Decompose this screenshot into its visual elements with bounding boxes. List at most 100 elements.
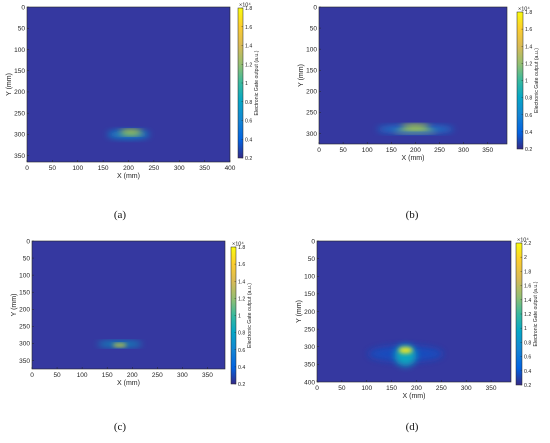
y-tick-label: 200 — [304, 309, 315, 316]
x-tick-label: 100 — [72, 165, 83, 172]
y-axis-label: Y (mm) — [6, 73, 13, 96]
colorbar-tick-label: 2.2 — [524, 241, 531, 247]
x-tick-label: 300 — [177, 372, 188, 379]
colorbar-tick-label: 1.8 — [525, 10, 532, 16]
x-axis-label: X (mm) — [403, 393, 426, 400]
x-tick-label: 200 — [123, 165, 134, 172]
colorbar-tick-label: 1.6 — [245, 25, 252, 31]
hotspot-3 — [400, 125, 430, 130]
x-tick-label: 350 — [482, 147, 493, 154]
colorbar-tick-label: 0.4 — [238, 365, 245, 371]
x-tick-label: 50 — [339, 147, 347, 154]
y-axis-label: Y (mm) — [11, 294, 18, 317]
colorbar-tick-label: 1.2 — [525, 61, 532, 67]
colorbar: 0.2 0.4 0.6 0.8 1 1.2 1.4 1.6 1.8×10⁴ Electronic … — [237, 2, 260, 162]
x-axis-label: X (mm) — [402, 155, 425, 162]
plot-background — [27, 7, 230, 162]
y-tick-label: 300 — [14, 132, 25, 139]
hotspot-layer — [97, 341, 143, 347]
x-tick-label: 150 — [386, 147, 397, 154]
colorbar-tick-label: 1.6 — [238, 262, 245, 268]
colorbar-exponent: ×10⁴ — [517, 237, 529, 244]
y-tick-label: 250 — [14, 110, 25, 117]
x-tick-label: 150 — [102, 372, 113, 379]
x-tick-label: 250 — [434, 147, 445, 154]
x-tick-label: 400 — [225, 165, 236, 172]
colorbar-tick-label: 0.6 — [524, 355, 531, 361]
colorbar-tick-label: 1.4 — [524, 298, 531, 304]
colorbar: 0.2 0.4 0.6 0.8 1 1.2 1.4 1.6 1.8×10⁴ Electronic … — [516, 6, 540, 153]
colorbar-exponent: ×10⁴ — [518, 6, 530, 13]
y-tick-label: 250 — [306, 110, 317, 117]
x-tick-label: 100 — [362, 147, 373, 154]
x-tick-label: 100 — [77, 372, 88, 379]
hotspot-2 — [393, 129, 438, 134]
y-tick-label: 350 — [19, 358, 30, 365]
colorbar-exponent: ×10⁴ — [232, 241, 244, 248]
colorbar-tick-label: 1.4 — [238, 279, 245, 285]
y-tick-label: 100 — [14, 47, 25, 54]
x-tick-label: 100 — [361, 385, 372, 392]
colorbar-tick-label: 1.6 — [525, 27, 532, 33]
panel-caption: (c) — [114, 421, 127, 433]
y-tick-label: 150 — [304, 291, 315, 298]
colorbar-tick-label: 0.8 — [524, 340, 531, 346]
colorbar-tick-label: 1.4 — [525, 44, 532, 50]
plot-background — [319, 7, 507, 144]
y-tick-label: 300 — [19, 341, 30, 348]
colorbar-tick-label: 1 — [525, 79, 528, 85]
y-tick-label: 150 — [306, 68, 317, 75]
x-tick-label: 200 — [410, 147, 421, 154]
x-tick-label: 350 — [199, 165, 210, 172]
colorbar-tick-label: 2 — [524, 255, 527, 261]
y-tick-label: 250 — [304, 326, 315, 333]
hotspot-layer — [368, 344, 443, 367]
colorbar-label: Electronic Gate output (a.u.) — [533, 281, 539, 346]
y-axis-label: Y (mm) — [296, 300, 303, 323]
y-tick-label: 300 — [304, 344, 315, 351]
y-tick-label: 400 — [304, 379, 315, 386]
x-tick-label: 50 — [338, 385, 346, 392]
x-tick-label: 200 — [411, 385, 422, 392]
x-tick-label: 300 — [458, 147, 469, 154]
heatmap-panel-3: 0 50 100 150 200 250 300 3500501001502002503003… — [11, 238, 253, 433]
axes-frame — [31, 240, 226, 370]
colorbar-label: Electronic Gate output (a.u.) — [247, 283, 253, 348]
panel-caption: (a) — [114, 209, 127, 221]
y-tick-label: 350 — [14, 153, 25, 160]
x-tick-label: 0 — [315, 385, 319, 392]
heatmap-panel-1: 0 50 100 150 200 250 300 350 400 0 50 100 150 200 250 3… — [6, 2, 260, 222]
colorbar-tick-label: 1 — [245, 81, 248, 87]
colorbar-tick-label: 1.2 — [238, 296, 245, 302]
axes-frame — [318, 6, 508, 145]
y-axis-label: Y (mm) — [298, 64, 305, 87]
x-tick-label: 250 — [152, 372, 163, 379]
x-tick-label: 300 — [461, 385, 472, 392]
heatmap-panel-4: 0 50 100 150 200 250 300 350 0 50 100 150 200 250 300 3… — [296, 237, 539, 434]
colorbar-tick-label: 0.2 — [525, 147, 532, 153]
colorbar-tick-label: 1.8 — [524, 269, 531, 275]
x-tick-label: 0 — [317, 147, 321, 154]
y-tick-label: 200 — [306, 89, 317, 96]
colorbar-label: Electronic Gate output (a.u.) — [254, 50, 260, 115]
colorbar-tick-label: 0.6 — [238, 348, 245, 354]
x-tick-label: 150 — [98, 165, 109, 172]
x-axis-label: X (mm) — [117, 380, 140, 387]
x-tick-label: 250 — [436, 385, 447, 392]
plot-background — [32, 241, 225, 369]
y-tick-label: 200 — [19, 307, 30, 314]
hotspot-3 — [398, 347, 413, 354]
y-tick-label: 0 — [21, 4, 25, 11]
heatmap-panel-2: 0 50 100 150 200 250 300 350 0 50 100 150 200 250 300 X… — [298, 4, 540, 221]
panel-caption: (b) — [406, 209, 419, 221]
x-tick-label: 50 — [53, 372, 61, 379]
x-tick-label: 150 — [386, 385, 397, 392]
y-tick-label: 100 — [306, 46, 317, 53]
colorbar-tick-label: 1.4 — [245, 44, 252, 50]
colorbar-tick-label: 0.8 — [238, 331, 245, 337]
colorbar-tick-label: 0.4 — [525, 130, 532, 136]
y-tick-label: 200 — [14, 89, 25, 96]
y-tick-label: 0 — [26, 238, 30, 245]
x-tick-label: 300 — [174, 165, 185, 172]
y-tick-label: 300 — [306, 131, 317, 138]
